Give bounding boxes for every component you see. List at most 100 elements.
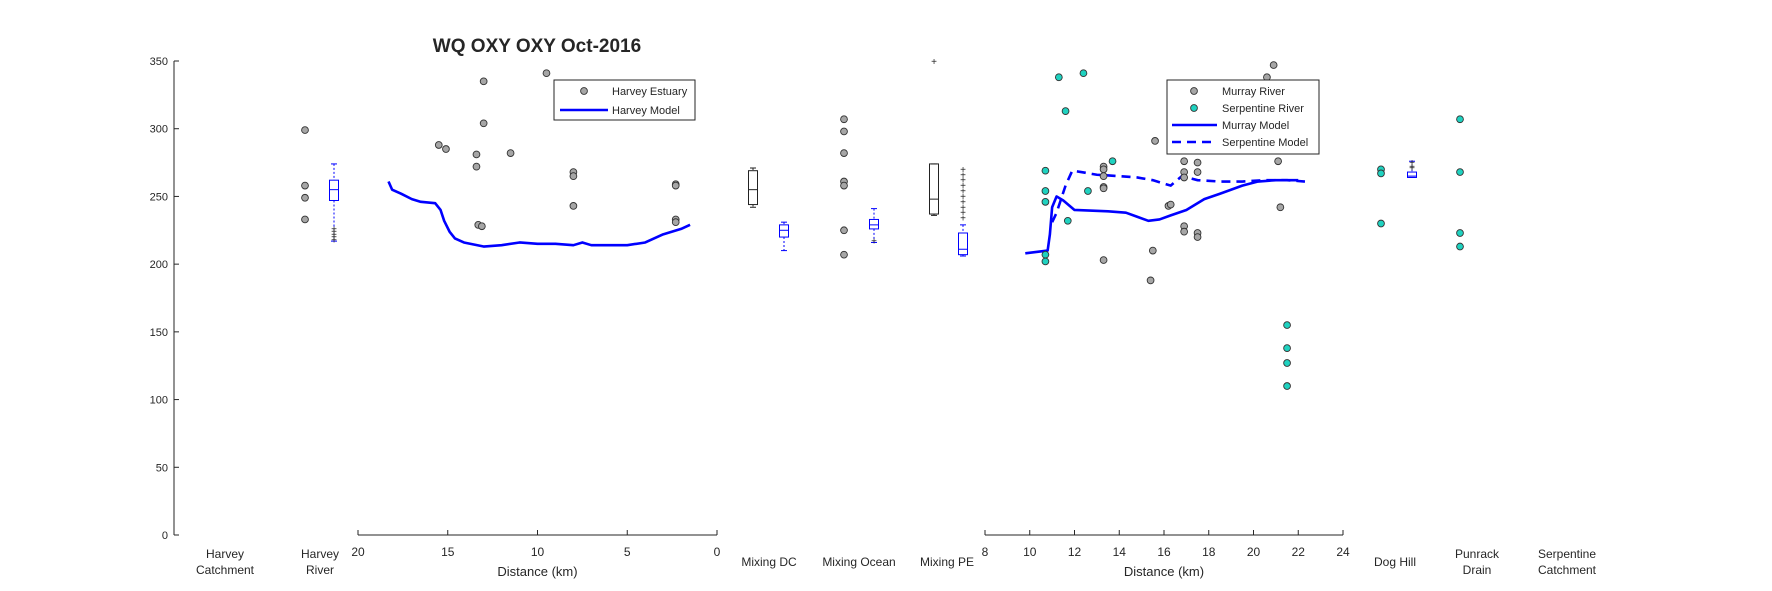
harvey-legend: Harvey Estuary Harvey Model (553, 79, 696, 121)
legend-serpentine-model-label: Serpentine Model (1222, 137, 1308, 149)
harvey-river-obs-point (301, 181, 309, 190)
y-tick-label: 50 (156, 462, 168, 474)
murray-river-obs-point (1269, 61, 1278, 69)
boxplot-harvey-river-model-outlier: + (331, 230, 337, 241)
murray-river-obs-point (1099, 184, 1108, 193)
murray-serpentine-legend: Murray River Serpentine River Murray Model… (1166, 79, 1320, 155)
site-label-harvey-catchment: Catchment (196, 563, 255, 577)
murray-model-line (1025, 178, 1299, 255)
chart-title: WQ OXY OXY Oct-2016 (433, 36, 641, 57)
murray-x-tick-label: 14 (1113, 545, 1127, 559)
serpentine-river-obs-point (1283, 321, 1291, 329)
harvey-estuary-obs-point (479, 119, 488, 128)
boxplot-harvey-river-model-outlier: + (331, 233, 337, 244)
murray-river-obs-point (1193, 158, 1202, 167)
harvey-estuary-obs-point (434, 141, 443, 149)
harvey-river-obs-point (301, 215, 309, 224)
site-label-mixing-ocean: Mixing Ocean (822, 555, 895, 569)
boxplot-mixing-pe-model-outlier: + (960, 187, 966, 198)
boxplot-mixing-pe-model-outlier: + (960, 192, 966, 203)
legend-serpentine-river-label: Serpentine River (1222, 103, 1304, 115)
murray-x-tick-label: 8 (982, 545, 989, 559)
boxplot-dog-hill-model-outlier: + (1409, 163, 1415, 174)
boxplot-mixing-ocean-model-box (869, 218, 879, 230)
y-axis: 0 50 100 150 200 250 300 350 (150, 56, 179, 542)
serpentine-river-obs-point (1283, 344, 1291, 352)
murray-river-obs-point (1099, 172, 1108, 180)
y-tick-label: 250 (150, 191, 168, 203)
site-label-harvey-catchment: Harvey (206, 547, 244, 561)
murray-x-tick-label: 24 (1336, 545, 1350, 559)
harvey-x-axis-label: Distance (km) (497, 564, 577, 579)
murray-x-tick-label: 22 (1292, 545, 1306, 559)
harvey-river-obs-point (301, 193, 309, 202)
harvey-estuary-obs-point (671, 181, 680, 190)
murray-river-obs-point (1151, 137, 1159, 145)
legend-murray-river-marker (1190, 87, 1198, 95)
legend-harvey-estuary-marker (580, 87, 588, 95)
murray-river-obs-point (1274, 157, 1282, 166)
harvey-estuary-obs-point (671, 218, 680, 227)
y-tick-label: 300 (150, 124, 168, 136)
boxplot-mixing-pe-model-outlier: + (960, 165, 966, 176)
boxplot-dog-hill-model-outlier: + (1409, 158, 1415, 169)
harvey-x-tick-label: 5 (624, 545, 631, 559)
mixing-pe-outlier-marker: + (931, 57, 937, 68)
harvey-x-tick-label: 10 (531, 545, 545, 559)
murray-x-tick-label: 16 (1157, 545, 1171, 559)
boxplot-mixing-dc-model-box (779, 224, 789, 238)
legend-harvey-estuary-label: Harvey Estuary (612, 86, 688, 98)
harvey-estuary-obs-point (442, 145, 450, 153)
harvey-x-tick-label: 20 (351, 545, 365, 559)
harvey-model-line (387, 181, 691, 248)
legend-murray-model-label: Murray Model (1222, 120, 1289, 132)
mixing-ocean-obs-point (840, 149, 848, 157)
punrack-obs-point (1456, 168, 1464, 176)
serpentine-river-obs-point (1041, 257, 1050, 266)
harvey-estuary-panel: 20 15 10 5 0 Distance (km) (351, 69, 721, 579)
mixing-ocean-obs-point (840, 250, 848, 259)
boxplot-harvey-river-model-outlier: + (331, 235, 337, 246)
boxplot-mixing-pe-model-box (958, 232, 968, 256)
legend-serpentine-river-marker (1190, 104, 1198, 112)
harvey-x-tick-label: 0 (714, 545, 721, 559)
murray-x-tick-label: 20 (1247, 545, 1261, 559)
mixing-ocean-obs-point (840, 127, 848, 136)
boxplot-mixing-pe-model-outlier: + (960, 197, 966, 208)
boxplot-mixing-pe-model-outlier: + (960, 203, 966, 214)
murray-serpentine-panel: 8 10 12 14 16 18 20 22 24 Distance (km) (982, 61, 1350, 579)
y-tick-label: 0 (162, 530, 168, 542)
serpentine-river-obs-point (1063, 216, 1072, 225)
legend-harvey-model-label: Harvey Model (612, 105, 680, 117)
harvey-legend-box (553, 79, 696, 121)
murray-x-tick-label: 10 (1023, 545, 1037, 559)
punrack-obs-point (1456, 242, 1464, 251)
serpentine-river-obs-point (1041, 187, 1050, 195)
serpentine-river-obs-point (1041, 250, 1050, 259)
boxplot-harvey-river-model-outlier: + (331, 227, 337, 238)
boxplot-dog-hill-model-outlier: + (1409, 162, 1415, 173)
murray-river-obs-point (1193, 233, 1202, 241)
boxplot-mixing-pe-model-outlier: + (960, 181, 966, 192)
site-label-serpentine-catchment: Serpentine (1538, 547, 1596, 561)
site-label-mixing-pe: Mixing PE (920, 555, 974, 569)
murray-river-obs-point (1276, 203, 1285, 212)
murray-river-obs-point (1193, 168, 1202, 176)
site-label-harvey-river: Harvey (301, 547, 339, 561)
harvey-estuary-obs-point (479, 77, 488, 86)
punrack-obs-point (1456, 229, 1464, 237)
murray-river-obs-point (1099, 256, 1108, 264)
site-label-punrack-drain: Drain (1463, 563, 1492, 577)
dog-hill-obs-point (1377, 169, 1385, 178)
serpentine-river-obs-point (1054, 73, 1063, 82)
harvey-river-obs-point (301, 126, 309, 134)
harvey-estuary-obs-point (472, 162, 481, 171)
murray-x-tick-label: 12 (1068, 545, 1082, 559)
serpentine-river-obs-point (1084, 187, 1092, 195)
punrack-obs-point (1456, 115, 1464, 124)
boxplot-mixing-pe-model-outlier: + (960, 176, 966, 187)
legend-murray-river-label: Murray River (1222, 86, 1285, 98)
serpentine-river-obs-point (1041, 166, 1050, 175)
boxplot-harvey-river-model-outlier: + (331, 224, 337, 235)
